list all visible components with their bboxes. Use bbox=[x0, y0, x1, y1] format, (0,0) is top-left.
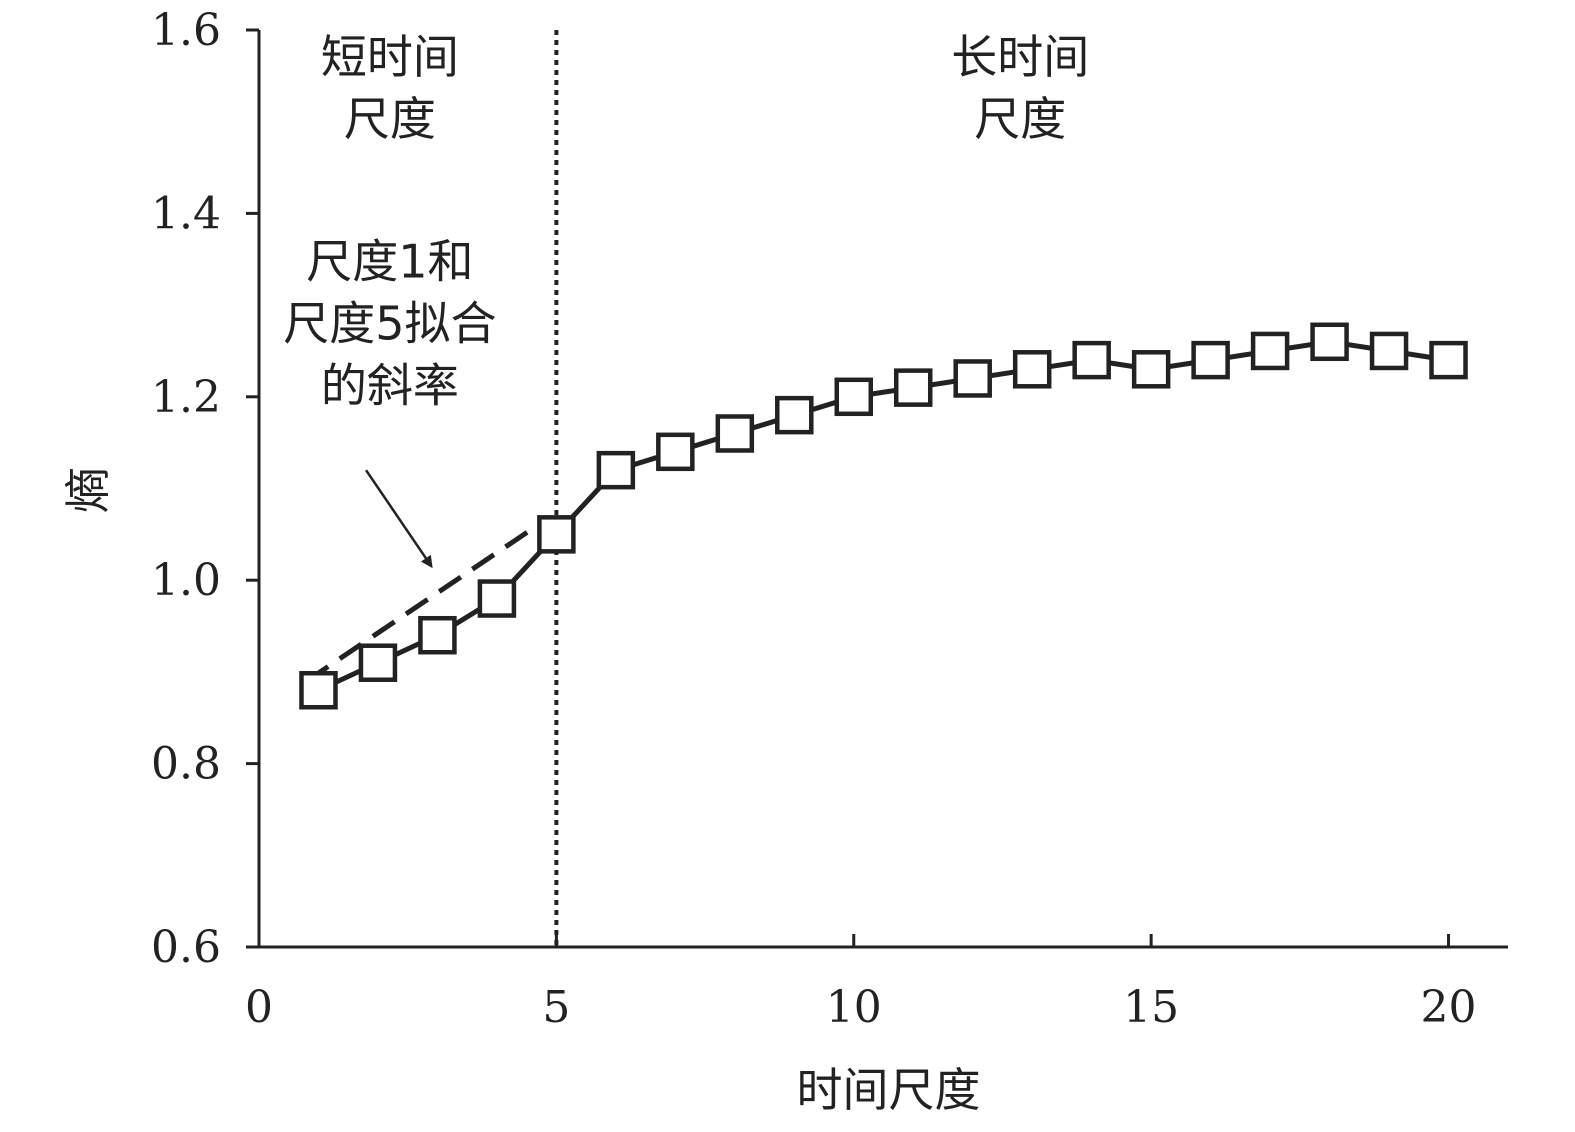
x-tick-label: 0 bbox=[245, 982, 273, 1033]
data-point bbox=[1369, 331, 1409, 371]
data-point bbox=[1429, 340, 1468, 380]
annotation-arrow bbox=[365, 469, 433, 569]
data-point bbox=[1191, 340, 1230, 380]
data-point bbox=[418, 615, 457, 655]
data-point bbox=[1072, 340, 1111, 380]
region-label-short: 尺度 bbox=[344, 92, 436, 146]
y-axis-title: 熵 bbox=[61, 467, 115, 513]
data-point bbox=[1310, 322, 1349, 362]
data-point bbox=[299, 670, 338, 710]
data-point bbox=[953, 359, 992, 398]
region-label-long: 长时间 bbox=[951, 30, 1089, 84]
data-point bbox=[1131, 350, 1171, 389]
y-tick-label: 1.2 bbox=[151, 372, 221, 423]
series-line bbox=[317, 339, 1449, 693]
fit-line bbox=[305, 518, 546, 684]
annotation-label: 尺度5拟合 bbox=[283, 297, 496, 351]
x-tick-label: 10 bbox=[826, 982, 882, 1033]
data-point bbox=[893, 368, 933, 407]
x-tick-label: 15 bbox=[1123, 982, 1179, 1033]
region-label-short: 短时间 bbox=[321, 30, 459, 84]
y-tick-label: 1.4 bbox=[151, 188, 221, 239]
y-tick-label: 0.6 bbox=[151, 922, 221, 973]
annotation-label: 的斜率 bbox=[321, 359, 459, 413]
y-tick-label: 1.0 bbox=[151, 555, 221, 606]
y-tick-label: 0.8 bbox=[151, 739, 221, 790]
x-tick-label: 20 bbox=[1421, 982, 1477, 1033]
data-point bbox=[715, 414, 755, 453]
data-point bbox=[358, 643, 398, 682]
data-point bbox=[1012, 350, 1052, 389]
data-point bbox=[596, 450, 636, 490]
data-point bbox=[656, 432, 695, 472]
data-point bbox=[477, 579, 517, 618]
annotation-label: 尺度1和 bbox=[306, 235, 473, 289]
x-axis-title: 时间尺度 bbox=[797, 1063, 981, 1117]
data-point bbox=[1250, 331, 1290, 371]
x-tick-label: 5 bbox=[542, 982, 570, 1033]
region-label-long: 尺度 bbox=[974, 92, 1066, 146]
data-point bbox=[834, 377, 874, 417]
y-tick-label: 1.6 bbox=[151, 5, 221, 56]
data-point bbox=[537, 515, 576, 554]
data-point bbox=[775, 395, 814, 435]
